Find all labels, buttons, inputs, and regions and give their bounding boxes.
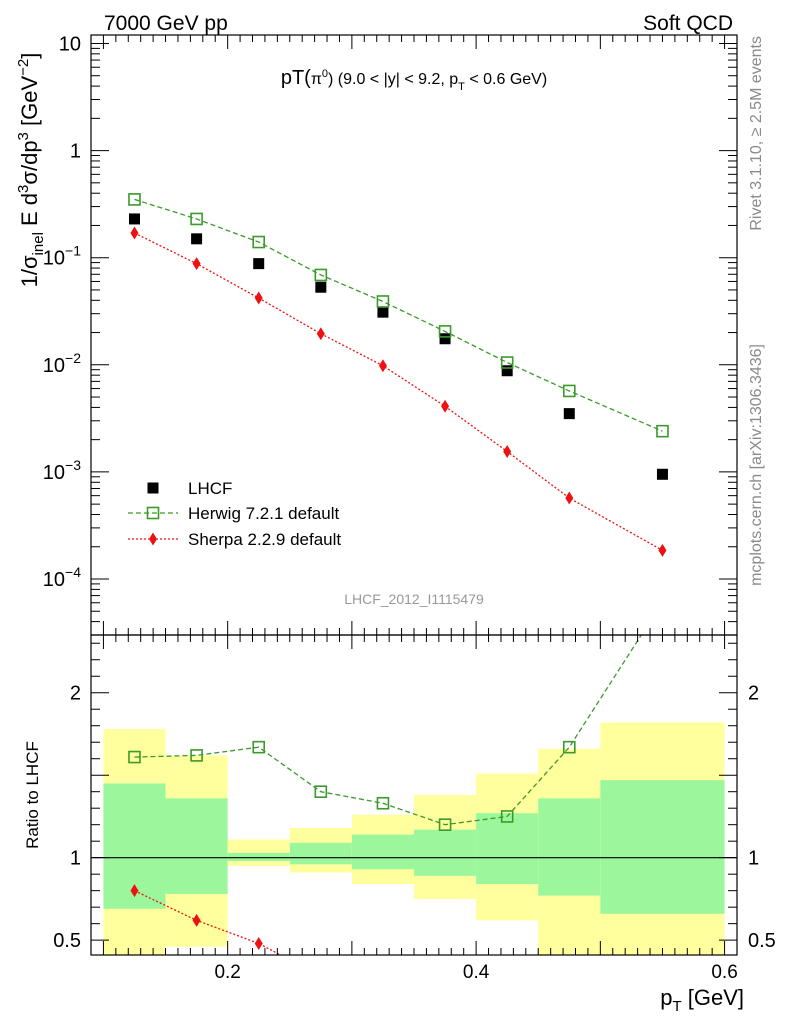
header-left: 7000 GeV pp <box>104 12 228 35</box>
sherpa-2-2-9-default-ratio-point <box>192 913 201 927</box>
y-tick-label: 10−1 <box>43 243 81 270</box>
legend-marker <box>147 482 159 494</box>
y-tick-label: 10−3 <box>43 457 81 484</box>
herwig-7-2-1-default-point <box>562 384 576 398</box>
plot-title: pT(π0) (9.0 < |y| < 9.2, pT < 0.6 GeV) <box>281 67 547 93</box>
sherpa-2-2-9-default-point <box>316 327 325 341</box>
sherpa-2-2-9-default-point <box>503 445 512 459</box>
lhcf-point <box>563 408 575 420</box>
stat-uncertainty-band <box>165 798 228 894</box>
sherpa-2-2-9-default-point <box>254 291 263 305</box>
ratio-y-tick-label-right: 2 <box>748 683 759 705</box>
sherpa-2-2-9-default-point <box>658 543 667 557</box>
herwig-7-2-1-default-point <box>656 424 669 438</box>
main-series-markers <box>128 193 669 557</box>
legend-label-sherpa-2-2-9-default: Sherpa 2.2.9 default <box>188 530 341 549</box>
herwig-7-2-1-default-point <box>500 356 514 369</box>
y-tick-label: 10−2 <box>43 350 81 377</box>
lhcf-point <box>656 468 668 480</box>
analysis-name: LHCF_2012_I1115479 <box>344 591 484 607</box>
herwig-7-2-1-default-ratio-point <box>500 810 514 823</box>
ratio-y-tick-label: 2 <box>70 683 81 705</box>
header-right: Soft QCD <box>643 12 733 35</box>
stat-uncertainty-band <box>289 842 352 865</box>
ratio-series-lines <box>134 635 643 955</box>
sherpa-2-2-9-default-ratio-point <box>254 936 263 950</box>
sherpa-2-2-9-default-point <box>378 359 387 373</box>
herwig-7-2-1-default-point <box>252 235 266 249</box>
rivet-version: Rivet 3.1.10, ≥ 2.5M events <box>748 36 765 231</box>
x-tick-label: 0.2 <box>214 962 240 983</box>
herwig-7-2-1-default-point <box>438 325 452 338</box>
x-tick-label: 0.4 <box>463 962 490 983</box>
herwig-7-2-1-default-ratio-point <box>314 785 328 799</box>
herwig-7-2-1-default-point <box>190 212 203 226</box>
y-tick-label: 10−4 <box>43 564 81 591</box>
x-tick-label: 0.6 <box>711 962 737 983</box>
stat-uncertainty-band <box>414 829 477 876</box>
sherpa-2-2-9-default-ratio-point <box>130 884 139 898</box>
sherpa-2-2-9-default-point <box>565 491 574 505</box>
herwig-7-2-1-default-ratio-line <box>134 635 643 826</box>
y-tick-label: 10 <box>59 33 81 55</box>
legend-label-lhcf: LHCF <box>188 479 232 498</box>
ratio-series-markers <box>128 740 576 950</box>
ratio-y-tick-label: 0.5 <box>53 930 81 952</box>
y-tick-label: 1 <box>70 141 81 163</box>
sherpa-2-2-9-default-point <box>192 257 201 271</box>
legend-label-herwig-7-2-1-default: Herwig 7.2.1 default <box>188 504 339 523</box>
lhcf-point <box>191 233 203 245</box>
herwig-7-2-1-default-line <box>134 198 663 432</box>
herwig-7-2-1-default-ratio-point <box>376 796 390 810</box>
stat-uncertainty-band <box>351 834 414 870</box>
ratio-y-tick-label-right: 1 <box>748 848 759 870</box>
lhcf-point <box>253 258 265 270</box>
ratio-y-tick-label-right: 0.5 <box>748 930 776 952</box>
herwig-7-2-1-default-ratio-point <box>562 740 576 754</box>
ratio-bands <box>103 722 725 955</box>
stat-uncertainty-band <box>600 780 725 914</box>
sherpa-2-2-9-default-point <box>130 226 139 240</box>
lhcf-point <box>128 213 140 225</box>
sherpa-2-2-9-default-point <box>441 399 450 413</box>
legend-marker <box>149 532 157 546</box>
stat-uncertainty-band <box>476 813 539 885</box>
lhcf-point <box>315 281 327 293</box>
herwig-7-2-1-default-point <box>128 193 141 206</box>
herwig-7-2-1-default-ratio-point <box>128 750 141 764</box>
lhcf-point <box>377 306 389 318</box>
stat-uncertainty-band <box>538 798 601 896</box>
herwig-7-2-1-default-ratio-point <box>252 740 266 754</box>
x-axis-label: pT [GeV] <box>660 985 744 1015</box>
mcplots-source: mcplots.cern.ch [arXiv:1306.3436] <box>748 344 765 586</box>
sherpa-2-2-9-default-line <box>134 232 663 551</box>
ratio-y-tick-label: 1 <box>70 848 81 870</box>
herwig-7-2-1-default-point <box>314 268 328 282</box>
ratio-y-axis-label: Ratio to LHCF <box>23 741 42 849</box>
lhcf-point <box>439 333 451 345</box>
herwig-7-2-1-default-point <box>376 295 390 308</box>
herwig-7-2-1-default-ratio-point <box>438 818 452 831</box>
main-y-axis-label: 1/σinel E d3σ/dp3 [GeV−2] <box>15 53 47 288</box>
herwig-7-2-1-default-ratio-point <box>190 749 203 762</box>
axis-ticks: 0.2 0.4 0.6 10 1 10−1 10−2 10−3 10−4 0.5 0.5 1 1 2 2 <box>43 33 776 983</box>
lhcf-point <box>501 365 513 377</box>
stat-uncertainty-band <box>227 852 290 861</box>
sherpa-2-2-9-default-ratio-line <box>134 890 282 955</box>
legend-marker <box>146 506 160 520</box>
legend: LHCF Herwig 7.2.1 default Sherpa 2.2.9 def… <box>128 479 341 549</box>
